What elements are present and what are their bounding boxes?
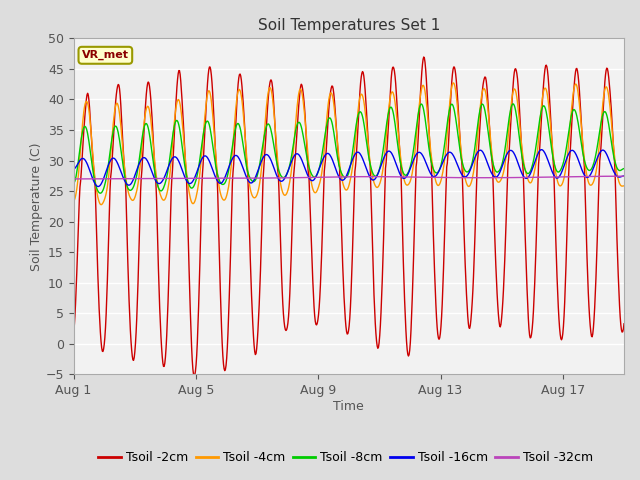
Tsoil -2cm bbox=[200, 151, 207, 156]
Tsoil -4cm bbox=[271, 116, 278, 122]
Tsoil -4cm bbox=[382, 135, 390, 141]
Tsoil -4cm bbox=[516, 119, 524, 124]
Tsoil -16cm bbox=[538, 147, 545, 153]
Tsoil -8cm bbox=[509, 101, 517, 107]
Tsoil -32cm bbox=[300, 175, 307, 180]
Tsoil -16cm bbox=[515, 162, 523, 168]
Tsoil -16cm bbox=[94, 184, 102, 190]
Tsoil -16cm bbox=[382, 150, 390, 156]
Tsoil -8cm bbox=[200, 129, 207, 135]
Tsoil -2cm bbox=[300, 96, 308, 102]
Tsoil -4cm bbox=[70, 198, 77, 204]
Tsoil -2cm bbox=[620, 321, 628, 327]
Tsoil -8cm bbox=[70, 180, 77, 186]
Tsoil -2cm bbox=[382, 159, 390, 165]
Tsoil -16cm bbox=[90, 178, 97, 183]
Tsoil -32cm bbox=[270, 175, 278, 181]
Tsoil -2cm bbox=[190, 373, 198, 379]
Line: Tsoil -16cm: Tsoil -16cm bbox=[74, 150, 624, 187]
Tsoil -16cm bbox=[200, 154, 207, 159]
Tsoil -32cm bbox=[199, 175, 207, 181]
Tsoil -32cm bbox=[620, 173, 628, 179]
Y-axis label: Soil Temperature (C): Soil Temperature (C) bbox=[29, 142, 43, 271]
Tsoil -8cm bbox=[382, 125, 390, 131]
Tsoil -16cm bbox=[70, 166, 77, 172]
Line: Tsoil -2cm: Tsoil -2cm bbox=[74, 57, 624, 376]
Tsoil -4cm bbox=[200, 127, 207, 133]
Tsoil -8cm bbox=[516, 135, 524, 141]
Tsoil -4cm bbox=[449, 80, 457, 86]
Text: VR_met: VR_met bbox=[82, 50, 129, 60]
Tsoil -2cm bbox=[516, 105, 524, 111]
Tsoil -8cm bbox=[90, 171, 97, 177]
Title: Soil Temperatures Set 1: Soil Temperatures Set 1 bbox=[258, 18, 440, 33]
Legend: Tsoil -2cm, Tsoil -4cm, Tsoil -8cm, Tsoil -16cm, Tsoil -32cm: Tsoil -2cm, Tsoil -4cm, Tsoil -8cm, Tsoi… bbox=[93, 446, 598, 469]
Tsoil -8cm bbox=[620, 166, 628, 171]
Tsoil -32cm bbox=[70, 176, 77, 182]
Tsoil -2cm bbox=[420, 54, 428, 60]
Tsoil -4cm bbox=[97, 202, 105, 207]
Tsoil -16cm bbox=[271, 167, 278, 172]
Tsoil -32cm bbox=[515, 175, 522, 180]
Tsoil -2cm bbox=[271, 114, 278, 120]
Tsoil -8cm bbox=[97, 190, 104, 196]
X-axis label: Time: Time bbox=[333, 400, 364, 413]
Tsoil -4cm bbox=[620, 183, 628, 189]
Tsoil -16cm bbox=[620, 173, 628, 179]
Tsoil -4cm bbox=[90, 159, 97, 165]
Tsoil -2cm bbox=[90, 162, 97, 168]
Tsoil -8cm bbox=[271, 147, 278, 153]
Line: Tsoil -8cm: Tsoil -8cm bbox=[74, 104, 624, 193]
Line: Tsoil -4cm: Tsoil -4cm bbox=[74, 83, 624, 204]
Tsoil -32cm bbox=[90, 176, 97, 182]
Tsoil -2cm bbox=[70, 331, 77, 337]
Tsoil -8cm bbox=[300, 137, 308, 143]
Tsoil -16cm bbox=[300, 162, 308, 168]
Tsoil -4cm bbox=[300, 104, 308, 109]
Tsoil -32cm bbox=[381, 174, 389, 180]
Line: Tsoil -32cm: Tsoil -32cm bbox=[74, 176, 624, 179]
